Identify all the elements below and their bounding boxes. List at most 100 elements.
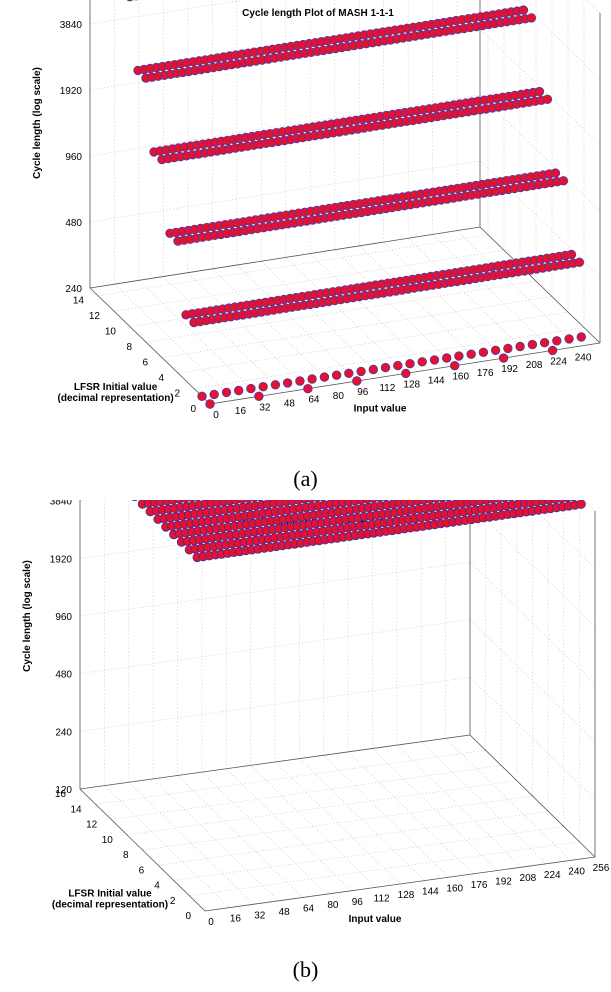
- z-tick-label: 120: [55, 785, 72, 796]
- y-tick-label: 4: [154, 881, 160, 892]
- z-tick-label: 480: [55, 670, 72, 681]
- side-grid-z: [469, 561, 596, 685]
- y-tick-label: 2: [174, 389, 180, 400]
- x-tick-label: 256: [593, 863, 610, 874]
- data-point: [498, 353, 509, 363]
- floor-grid-x: [299, 758, 425, 881]
- z-tick-label: 240: [65, 284, 82, 295]
- z-axis-label: Cycle length (log scale): [32, 67, 43, 179]
- data-point: [527, 339, 538, 350]
- y-tick-label: 10: [102, 835, 114, 846]
- data-point: [526, 13, 537, 23]
- data-point: [405, 359, 415, 369]
- axis-line: [79, 734, 471, 790]
- floor-grid-y: [113, 249, 505, 312]
- z-tick-label: 1920: [50, 554, 73, 565]
- x-tick-label: 208: [526, 360, 543, 371]
- y-tick-label: 4: [158, 373, 164, 384]
- floor-grid-y: [158, 810, 549, 866]
- floor-grid-y: [189, 841, 580, 897]
- floor-grid-x: [226, 768, 352, 891]
- series-row-y6: [157, 94, 553, 165]
- data-point: [270, 380, 281, 390]
- y-tick-label: 10: [105, 327, 117, 338]
- x-tick-label: 240: [568, 866, 585, 877]
- axes: [79, 500, 596, 912]
- y-tick-label: 8: [123, 850, 129, 861]
- side-grid-z: [469, 677, 596, 800]
- floor-grid-x: [177, 775, 303, 898]
- y-axis-label: LFSR Initial value: [68, 888, 152, 899]
- data-point: [515, 341, 525, 352]
- data-point: [282, 378, 293, 388]
- x-tick-label: 48: [279, 907, 291, 918]
- floor-grid-y: [126, 780, 517, 836]
- data-point: [552, 336, 562, 346]
- series-row-y10: [126, 0, 138, 2]
- data-point: [503, 343, 513, 354]
- y-tick-label: 16: [55, 789, 67, 800]
- y-tick-label: 0: [185, 911, 191, 922]
- data-point: [576, 332, 587, 342]
- x-tick-label: 64: [308, 395, 320, 406]
- y-axis-label: LFSR Initial value: [74, 382, 158, 393]
- floor-grid-x: [212, 268, 333, 386]
- series-row-y2: [184, 500, 577, 555]
- x-tick-label: 224: [544, 870, 561, 881]
- data-point: [295, 376, 305, 386]
- back-grid-z: [79, 561, 471, 617]
- data-point: [303, 384, 313, 394]
- series-row-y4: [169, 500, 456, 540]
- data-point: [518, 5, 529, 15]
- back-grid-z: [89, 160, 481, 223]
- x-tick-label: 128: [403, 379, 420, 390]
- x-tick-label: 192: [495, 877, 512, 888]
- data-point: [490, 345, 501, 356]
- series-row-y1: [192, 500, 586, 563]
- x-tick-label: 144: [422, 887, 439, 898]
- floor-grid-x: [261, 260, 382, 378]
- floor-grid-x: [187, 272, 309, 389]
- y-tick-label: 12: [86, 820, 98, 831]
- data-point: [550, 168, 561, 178]
- floor-grid-x: [372, 748, 498, 871]
- x-tick-label: 80: [333, 391, 345, 402]
- data-point: [442, 353, 452, 363]
- x-tick-label: 0: [213, 410, 219, 421]
- back-grid-z: [79, 677, 471, 732]
- data-point: [576, 500, 586, 509]
- floor-grid-y: [145, 280, 537, 343]
- back-grid-z: [79, 619, 471, 674]
- data-point: [331, 370, 342, 380]
- data-point: [478, 347, 489, 358]
- data-point: [466, 349, 476, 359]
- x-tick-label: 160: [452, 372, 469, 383]
- x-axis-label: Input value: [349, 914, 402, 925]
- floor-grid-y: [193, 327, 585, 389]
- data-point: [246, 383, 256, 394]
- series-row-y5: [165, 168, 561, 239]
- floor-grid-x: [236, 264, 358, 382]
- series-row-y3: [181, 249, 577, 320]
- floor-grid-y: [177, 311, 569, 374]
- floor-grid-x: [445, 738, 571, 861]
- x-tick-label: 128: [398, 890, 415, 901]
- series-row-y4: [173, 176, 569, 246]
- x-tick-label: 176: [471, 880, 488, 891]
- data-point: [566, 249, 577, 260]
- markers: [131, 500, 586, 563]
- y-tick-label: 2: [170, 896, 176, 907]
- data-point: [307, 374, 317, 384]
- axis-line: [89, 226, 481, 289]
- data-point: [429, 355, 440, 365]
- data-point: [131, 500, 138, 502]
- series-row-y9: [133, 5, 529, 76]
- z-tick-label: 960: [55, 612, 72, 623]
- y-axis-label-line2: (decimal representation): [52, 899, 168, 910]
- back-grid-z: [89, 94, 481, 157]
- series-row-y8: [141, 13, 537, 83]
- axis-line: [89, 287, 211, 405]
- floor-grid-y: [142, 795, 533, 851]
- axis-line: [79, 788, 206, 912]
- floor-grid-x: [250, 765, 376, 888]
